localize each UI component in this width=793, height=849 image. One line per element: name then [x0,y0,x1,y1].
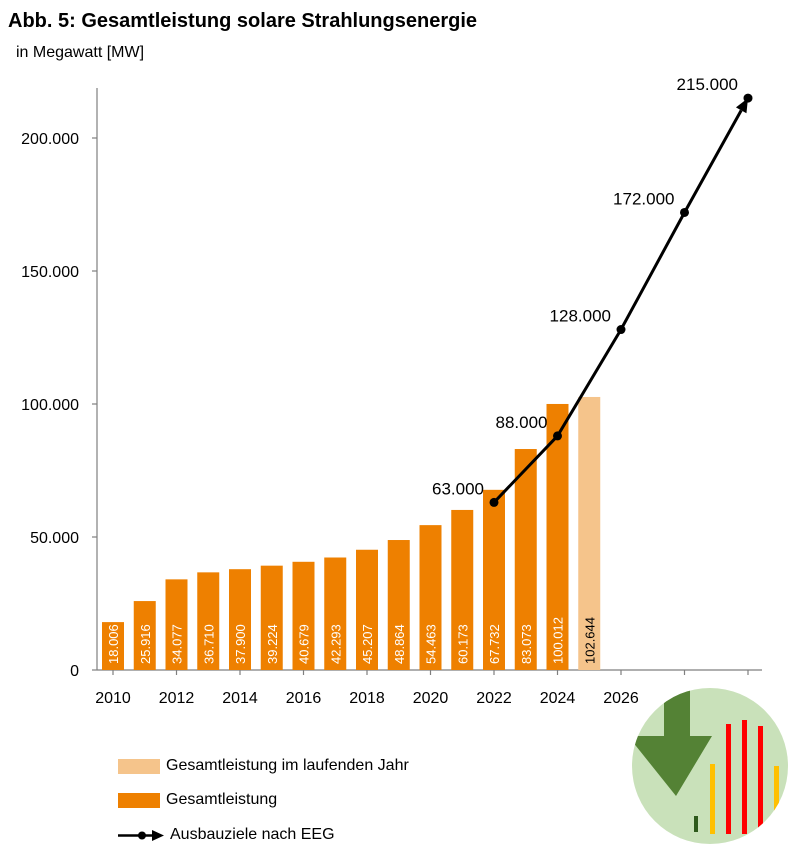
axes: 0 50.000 100.000 150.000 200.000 2010 2012 2014… [21,88,762,707]
x-tick-label: 2020 [413,690,449,707]
bar-data-label: 100.012 [551,617,566,664]
target-point [743,93,753,103]
chart: 0 50.000 100.000 150.000 200.000 2010 2012 2014… [21,75,762,707]
bar-data-label: 18.006 [106,624,121,664]
line-series: 63.000 88.000 128.000 172.000 215.000 [432,75,753,507]
bar-data-label: 67.732 [487,624,502,664]
chart-subtitle: in Megawatt [MW] [16,44,145,61]
bar [102,622,124,670]
target-point-label: 88.000 [496,413,548,432]
bar-data-label: 37.900 [233,624,248,664]
y-tick-label: 50.000 [30,530,79,547]
bar [260,565,283,670]
bar [451,509,474,670]
target-point-label: 172.000 [613,189,674,208]
target-point [680,207,689,217]
target-point [553,431,562,441]
x-tick-label: 2024 [540,690,576,707]
target-line-arrowhead [735,98,748,114]
x-tick-label: 2014 [222,690,258,707]
download-arrow-with-bars-icon [632,688,788,844]
y-tick-label: 100.000 [21,397,79,414]
legend-label-current-year: Gesamtleistung im laufenden Jahr [166,757,409,774]
bar-data-label: 25.916 [138,624,153,664]
bar-data-label: 60.173 [455,624,470,664]
bar-data-label: 45.207 [360,624,375,664]
bar [229,569,251,670]
legend-label-total: Gesamtleistung [166,791,278,808]
bar [514,449,537,670]
bar [356,549,378,670]
bar [419,525,442,670]
bar-data-label: 42.293 [328,624,343,664]
x-tick-label: 2012 [159,690,195,707]
legend-line-arrow-icon [118,829,164,841]
bar [197,572,220,670]
legend-item-total: Gesamtleistung [118,790,277,810]
bar-data-label: 39.224 [265,624,280,664]
target-point-label: 215.000 [677,75,738,94]
x-tick-label: 2010 [95,690,131,707]
bar [483,489,505,670]
legend-item-current-year: Gesamtleistung im laufenden Jahr [118,756,409,776]
target-line [492,109,743,504]
bar [324,557,347,670]
x-tick-label: 2022 [476,690,512,707]
legend-swatch-current-year [118,758,160,774]
bar-data-label: 36.710 [201,624,216,664]
y-tick-label: 0 [70,663,79,680]
target-point [616,325,626,335]
bar-data-label: 40.679 [297,624,312,664]
bar-data-label: 34.077 [170,624,185,664]
target-point-label: 63.000 [432,479,484,498]
target-point-label: 128.000 [550,307,611,326]
y-tick-label: 150.000 [21,264,79,281]
bar [133,601,156,670]
chart-title: Abb. 5: Gesamtleistung solare Strahlungs… [8,10,478,32]
bar-data-label: 48.864 [392,624,407,664]
target-point [489,497,499,507]
x-tick-label: 2018 [349,690,385,707]
bar-current-year [578,396,601,670]
legend-swatch-total [118,792,160,808]
x-tick-label: 2026 [603,690,639,707]
bar [546,403,569,670]
bar-data-label: 102.644 [582,617,597,664]
bars: 18.006 25.916 34.077 36.710 37.900 39.224 40.6… [102,396,601,670]
bar [387,540,410,670]
bar-data-label: 83.073 [519,624,534,664]
bar [292,561,315,670]
x-tick-label: 2016 [286,690,322,707]
legend-item-targets: Ausbauziele nach EEG [118,825,335,845]
legend-label-targets: Ausbauziele nach EEG [170,826,335,843]
y-tick-label: 200.000 [21,131,79,148]
bar [165,579,188,670]
bar-data-label: 54.463 [424,624,439,664]
